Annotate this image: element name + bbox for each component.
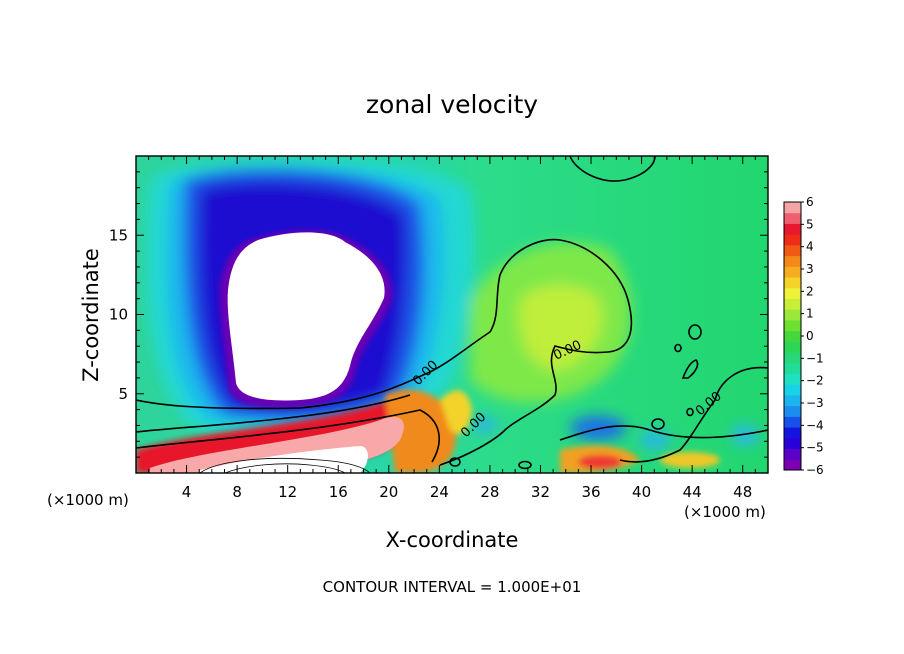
colorbar-segment: [784, 384, 801, 396]
colorbar-segment: [784, 459, 801, 471]
colorbar-segment: [784, 362, 801, 375]
x-tick-label: 24: [430, 483, 449, 501]
x-tick-label: 4: [182, 483, 192, 501]
y-tick-label: 5: [118, 385, 128, 403]
x-axis-label: X-coordinate: [386, 528, 519, 552]
colorbar-segment: [784, 437, 801, 450]
colorbar-segment: [784, 448, 801, 460]
x-tick-label: 36: [581, 483, 600, 501]
x-tick-label: 20: [379, 483, 398, 501]
colorbar-segment: [784, 202, 801, 214]
colorbar-segment: [784, 319, 801, 332]
colorbar-segment: [784, 330, 801, 342]
colorbar-segment: [784, 394, 801, 407]
colorbar-segment: [784, 309, 801, 321]
colorbar-segment: [784, 373, 801, 385]
x-tick-label: 28: [480, 483, 499, 501]
x-tick-label: 48: [733, 483, 752, 501]
y-axis: 5 10 15: [109, 171, 768, 458]
colorbar: 6 5 4 3 2 1 0 −1 −2 −3 −4 −5 −6: [783, 195, 824, 477]
colorbar-segment: [784, 212, 801, 224]
x-unit-left: (×1000 m): [47, 491, 129, 509]
colorbar-tick-label: 4: [806, 240, 814, 254]
colorbar-segment: [784, 255, 801, 267]
colorbar-segment: [784, 416, 801, 428]
x-axis: 4 8 12 16 20 24 28 32 36 40 44 48: [148, 156, 756, 501]
y-tick-label: 15: [109, 226, 128, 244]
colorbar-tick-label: 1: [806, 307, 814, 321]
colorbar-tick-label: −6: [806, 463, 824, 477]
x-tick-label: 12: [278, 483, 297, 501]
x-unit-right: (×1000 m): [684, 503, 766, 521]
heatmap-field: [136, 156, 768, 473]
colorbar-segment: [784, 234, 801, 246]
colorbar-tick-label: −4: [806, 418, 824, 432]
colorbar-segment: [784, 244, 801, 257]
colorbar-segment: [784, 223, 801, 235]
x-tick-label: 16: [329, 483, 348, 501]
colorbar-tick-label: 0: [806, 329, 814, 343]
colorbar-segment: [784, 277, 801, 289]
colorbar-tick-label: 2: [806, 284, 814, 298]
colorbar-tick-label: 6: [806, 195, 814, 209]
colorbar-tick-label: −5: [806, 441, 824, 455]
colorbar-segment: [784, 298, 801, 310]
colorbar-tick-label: 5: [806, 217, 814, 231]
x-tick-label: 32: [531, 483, 550, 501]
y-axis-label: Z-coordinate: [79, 248, 103, 382]
colorbar-segment: [784, 341, 801, 353]
colorbar-segment: [784, 266, 801, 278]
x-tick-label: 44: [683, 483, 702, 501]
x-tick-label: 40: [632, 483, 651, 501]
colorbar-segment: [784, 287, 801, 299]
colorbar-segment: [784, 352, 801, 364]
colorbar-segment: [784, 427, 801, 439]
chart-title: zonal velocity: [366, 90, 538, 119]
colorbar-tick-label: −3: [806, 396, 824, 410]
y-tick-label: 10: [109, 306, 128, 324]
contour-interval-note: CONTOUR INTERVAL = 1.000E+01: [323, 578, 582, 596]
x-tick-label: 8: [232, 483, 242, 501]
colorbar-segment: [784, 405, 801, 417]
colorbar-tick-label: −2: [806, 374, 824, 388]
colorbar-tick-label: 3: [806, 262, 814, 276]
colorbar-tick-label: −1: [806, 351, 824, 365]
